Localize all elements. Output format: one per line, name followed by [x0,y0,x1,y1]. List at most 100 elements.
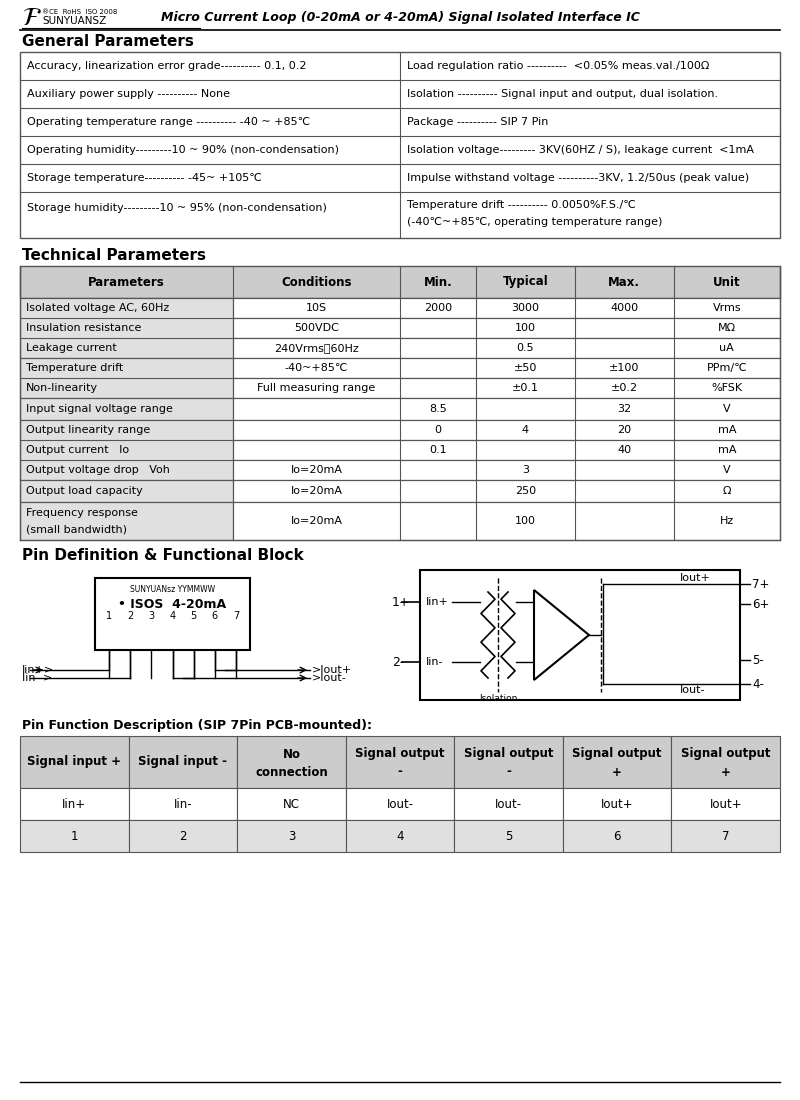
Text: %FSK: %FSK [711,383,742,393]
Text: 100: 100 [515,323,536,333]
Text: Iout+: Iout+ [710,798,742,811]
Bar [237,736,346,788]
Bar [563,820,671,852]
Text: 7: 7 [722,829,730,843]
Bar [671,788,780,820]
Bar [20,398,233,420]
Text: Technical Parameters: Technical Parameters [22,249,206,264]
Text: V: V [723,404,730,414]
Text: 3: 3 [522,465,529,475]
Bar [233,420,780,440]
Text: Operating temperature range ---------- -40 ~ +85℃: Operating temperature range ---------- -… [27,117,310,126]
Text: Operating humidity---------10 ~ 90% (non-condensation): Operating humidity---------10 ~ 90% (non… [27,145,339,155]
Bar [233,480,780,502]
Text: 0.1: 0.1 [429,446,447,455]
Text: Min.: Min. [424,275,452,288]
Text: Storage temperature---------- -45~ +105℃: Storage temperature---------- -45~ +105℃ [27,173,262,183]
Text: MΩ: MΩ [718,323,736,333]
Text: Iin- >: Iin- > [22,673,52,683]
Text: Accuracy, linearization error grade---------- 0.1, 0.2: Accuracy, linearization error grade-----… [27,60,306,72]
Text: ±0.2: ±0.2 [610,383,638,393]
Text: Iin+: Iin+ [62,798,86,811]
Text: Iin+: Iin+ [426,597,449,607]
Text: Micro Current Loop (0-20mA or 4-20mA) Signal Isolated Interface IC: Micro Current Loop (0-20mA or 4-20mA) Si… [161,11,639,24]
Text: Impulse withstand voltage ----------3KV, 1.2/50us (peak value): Impulse withstand voltage ----------3KV,… [407,173,749,183]
Text: 4-: 4- [752,678,764,691]
Text: Signal output: Signal output [572,748,662,760]
Bar [20,52,780,238]
Text: 500VDC: 500VDC [294,323,339,333]
Bar [233,378,780,398]
Text: 100: 100 [515,516,536,526]
Text: 2-: 2- [392,656,404,669]
Bar [233,502,780,540]
Text: Iout+: Iout+ [601,798,634,811]
Text: -40~+85℃: -40~+85℃ [285,363,348,373]
Bar [454,820,563,852]
Text: Typical: Typical [502,275,548,288]
Bar [233,440,780,460]
Text: Isolation ---------- Signal input and output, dual isolation.: Isolation ---------- Signal input and ou… [407,89,718,99]
Text: 4: 4 [170,610,175,621]
Text: Auxiliary power supply ---------- None: Auxiliary power supply ---------- None [27,89,230,99]
Text: $\mathcal{F}$: $\mathcal{F}$ [22,6,42,30]
Text: 6: 6 [614,829,621,843]
Bar [671,820,780,852]
Bar [129,736,237,788]
Text: 4: 4 [522,425,529,435]
Bar [346,736,454,788]
Text: 3: 3 [148,610,154,621]
Text: Storage humidity---------10 ~ 95% (non-condensation): Storage humidity---------10 ~ 95% (non-c… [27,204,327,213]
Text: 0.5: 0.5 [517,343,534,353]
Bar [20,480,233,502]
Text: 6+: 6+ [752,597,770,611]
Bar [233,460,780,480]
Text: 1+: 1+ [392,595,410,608]
Bar [20,420,233,480]
Text: Isolation: Isolation [479,694,517,703]
Text: -: - [398,766,402,779]
Text: 32: 32 [617,404,631,414]
Bar [129,788,237,820]
Text: 8.5: 8.5 [429,404,447,414]
Text: Iout+: Iout+ [680,573,711,583]
Text: 240Vrms、60Hz: 240Vrms、60Hz [274,343,358,353]
Text: ®CE  RoHS  ISO 2008: ®CE RoHS ISO 2008 [42,9,118,15]
Text: +: + [721,766,730,779]
Text: PPm/℃: PPm/℃ [706,363,747,373]
Text: 6: 6 [212,610,218,621]
Text: 40: 40 [617,446,631,455]
Text: -: - [506,766,511,779]
Bar [233,358,780,378]
Text: 10S: 10S [306,302,327,313]
Bar [20,736,129,788]
Text: 2: 2 [179,829,186,843]
Text: Iin-: Iin- [426,657,443,667]
Text: Full measuring range: Full measuring range [258,383,375,393]
Text: Frequency response: Frequency response [26,508,138,518]
Text: Signal output: Signal output [681,748,770,760]
Text: Io=20mA: Io=20mA [290,465,342,475]
Bar [563,736,671,788]
Bar [20,820,129,852]
Polygon shape [534,590,589,680]
Text: >Iout+: >Iout+ [312,666,352,675]
Text: Hz: Hz [720,516,734,526]
Text: >Iout-: >Iout- [312,673,346,683]
Text: Max.: Max. [608,275,640,288]
Text: V: V [723,465,730,475]
Text: Output load capacity: Output load capacity [26,486,142,496]
Text: Iin-: Iin- [174,798,192,811]
Text: Vrms: Vrms [713,302,741,313]
Text: Output voltage drop   Voh: Output voltage drop Voh [26,465,170,475]
Text: Io=20mA: Io=20mA [290,486,342,496]
Bar [20,266,780,298]
Text: Isolation voltage--------- 3KV(60HZ / S), leakage current  <1mA: Isolation voltage--------- 3KV(60HZ / S)… [407,145,754,155]
Text: Signal output: Signal output [464,748,554,760]
Text: Iin+>: Iin+> [22,666,54,675]
Text: Isolated voltage AC, 60Hz: Isolated voltage AC, 60Hz [26,302,170,313]
Text: Insulation resistance: Insulation resistance [26,323,142,333]
Text: No: No [282,748,301,760]
Text: Leakage current: Leakage current [26,343,117,353]
Text: (-40℃~+85℃, operating temperature range): (-40℃~+85℃, operating temperature range) [407,217,662,227]
